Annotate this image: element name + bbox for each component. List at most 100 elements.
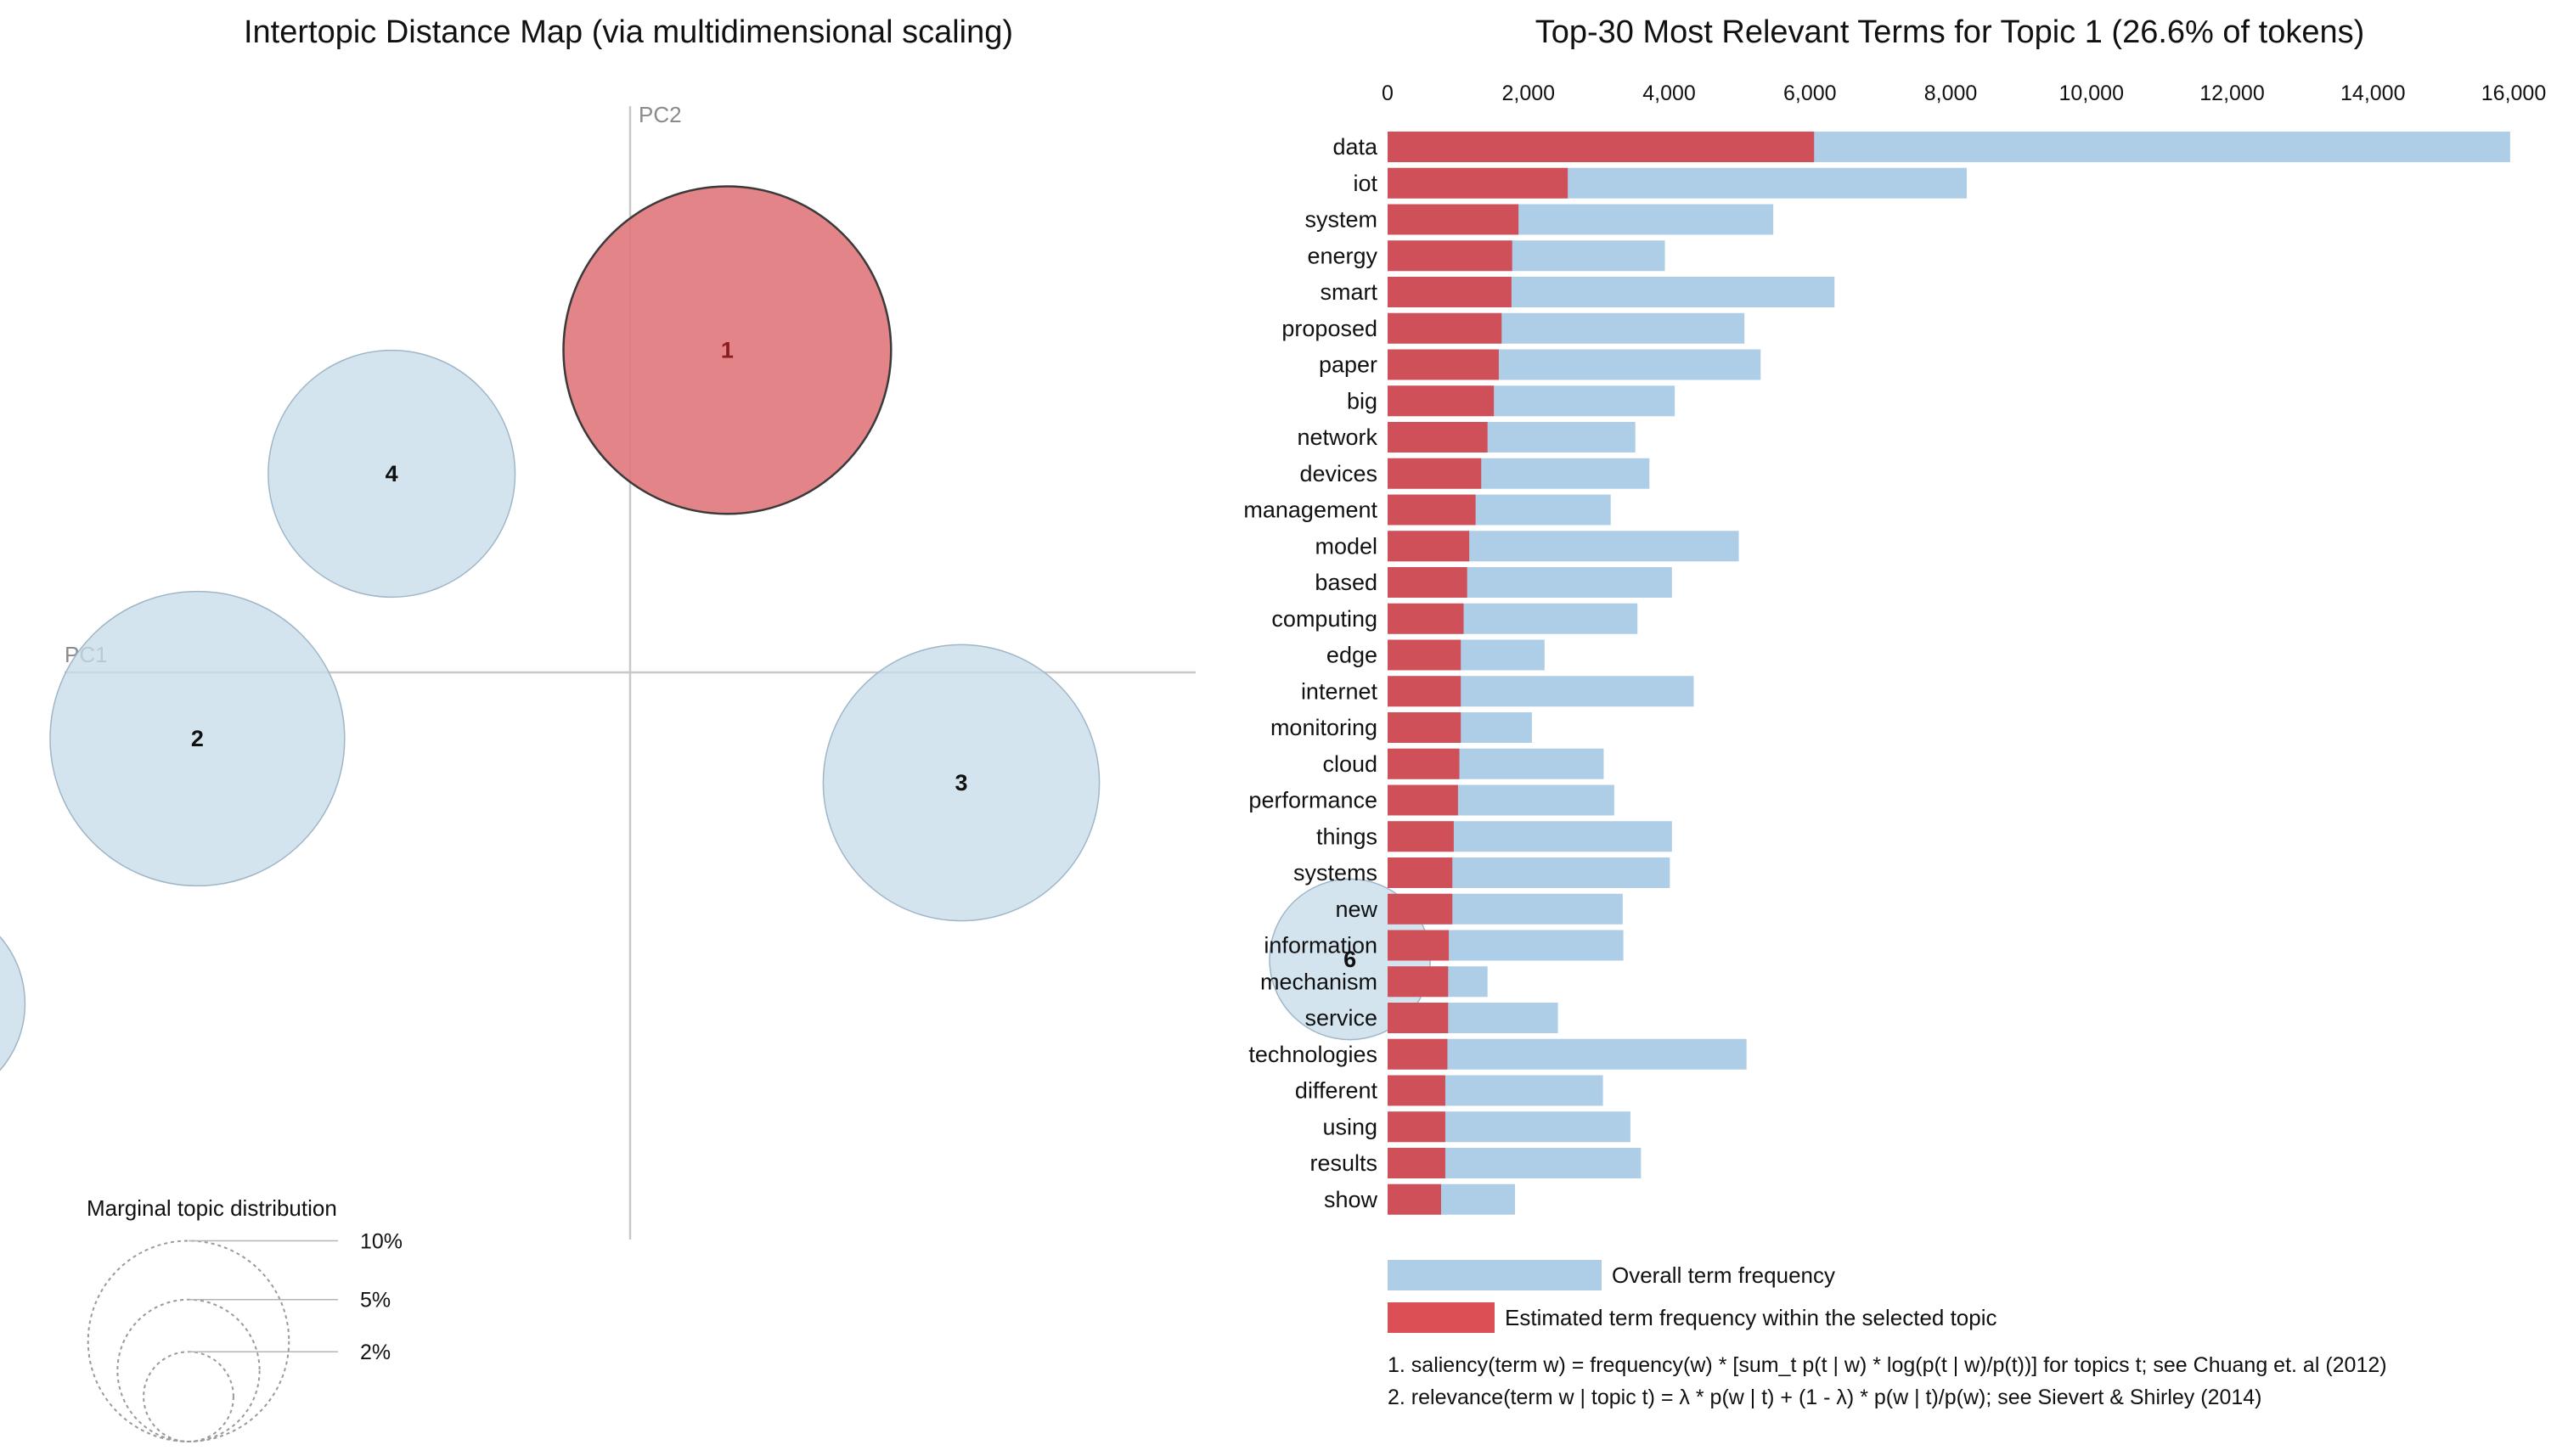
topic-bar-information[interactable] [1388,930,1450,961]
x-tick-label: 4,000 [1642,82,1696,105]
term-label-cloud[interactable]: cloud [1322,751,1377,777]
legend-overall-swatch [1388,1260,1602,1290]
topic-bar-things[interactable] [1388,821,1454,852]
marginal-legend-rings: 2% 5% 10% [87,1229,403,1443]
topic-bar-proposed[interactable] [1388,312,1502,344]
topic-bar-monitoring[interactable] [1388,712,1461,743]
x-tick-label: 10,000 [2059,82,2124,105]
topic-bar-management[interactable] [1388,494,1476,526]
term-label-data[interactable]: data [1332,134,1378,160]
topic-label-1: 1 [721,337,734,363]
intertopic-distance-map: Intertopic Distance Map (via multidimens… [0,14,1431,1443]
marginal-ring-label-5: 5% [360,1289,391,1313]
topic-bar-systems[interactable] [1388,857,1453,888]
topic-bar-smart[interactable] [1388,277,1512,307]
topic-bar-using[interactable] [1388,1111,1445,1143]
topic-labels: 123456 [191,337,1356,972]
topic-bar-different[interactable] [1388,1075,1445,1106]
term-label-computing[interactable]: computing [1271,606,1377,632]
x-tick-label: 12,000 [2199,82,2264,105]
term-label-paper[interactable]: paper [1319,352,1377,378]
topic-label-3: 3 [955,770,967,795]
term-label-proposed[interactable]: proposed [1281,316,1377,341]
marginal-topic-distribution-legend: Marginal topic distribution 2% 5% 10% [87,1195,403,1443]
term-label-mechanism[interactable]: mechanism [1260,969,1377,994]
topic-bar-new[interactable] [1388,893,1453,925]
bar-rows: data iot system energy smart proposed paper big… [1243,132,2510,1215]
term-label-information[interactable]: information [1264,933,1377,958]
term-label-system[interactable]: system [1304,207,1377,233]
topic-bar-cloud[interactable] [1388,748,1460,779]
topic-circle-5[interactable] [0,902,26,1105]
topic-circle-4[interactable] [268,349,516,599]
topic-bar-edge[interactable] [1388,639,1461,671]
term-label-iot[interactable]: iot [1353,171,1377,196]
topic-label-2: 2 [191,726,204,751]
topic-bar-iot[interactable] [1388,167,1568,199]
topic-circle-1[interactable] [562,185,893,515]
term-label-different[interactable]: different [1295,1078,1378,1104]
topic-bar-model[interactable] [1388,531,1470,562]
term-label-internet[interactable]: internet [1301,678,1378,704]
term-label-things[interactable]: things [1316,824,1377,849]
term-label-performance[interactable]: performance [1248,788,1377,813]
topic-bar-show[interactable] [1388,1183,1441,1215]
marginal-ring-10 [87,1240,290,1443]
topic-bar-data[interactable] [1388,132,1815,162]
topic-circle-2[interactable] [49,590,346,887]
topic-bar-network[interactable] [1388,422,1488,453]
topic-bar-mechanism[interactable] [1388,966,1449,998]
topic-bar-results[interactable] [1388,1148,1445,1178]
marginal-ring-label-10: 10% [360,1229,403,1253]
term-label-technologies[interactable]: technologies [1248,1042,1377,1067]
x-tick-label: 8,000 [1924,82,1978,105]
marginal-ring-label-2: 2% [360,1341,391,1364]
topic-bar-performance[interactable] [1388,784,1458,816]
legend-overall-label: Overall term frequency [1612,1262,1835,1288]
term-label-new[interactable]: new [1335,897,1377,922]
topic-bar-devices[interactable] [1388,458,1482,489]
topic-circle-3[interactable] [822,644,1101,922]
term-label-network[interactable]: network [1297,424,1377,450]
x-tick-label: 16,000 [2481,82,2546,105]
term-label-smart[interactable]: smart [1321,279,1378,305]
bar-chart-legend: Overall term frequency Estimated term fr… [1388,1260,1997,1333]
pc2-axis-label: PC2 [639,102,682,127]
marginal-legend-title: Marginal topic distribution [87,1195,337,1221]
bar-chart-title: Top-30 Most Relevant Terms for Topic 1 (… [1535,14,2365,50]
term-label-edge[interactable]: edge [1326,643,1377,668]
topic-bar-energy[interactable] [1388,240,1512,272]
topic-bar-technologies[interactable] [1388,1038,1448,1070]
term-label-big[interactable]: big [1347,388,1377,413]
term-label-model[interactable]: model [1315,533,1377,559]
term-label-monitoring[interactable]: monitoring [1270,715,1377,740]
legend-topic-label: Estimated term frequency within the sele… [1505,1305,1997,1330]
term-label-using[interactable]: using [1322,1114,1377,1139]
topic-bar-computing[interactable] [1388,603,1464,634]
x-tick-label: 2,000 [1501,82,1555,105]
legend-topic-swatch [1388,1302,1495,1333]
top-terms-bar-chart: Top-30 Most Relevant Terms for Topic 1 (… [1243,14,2546,1409]
bar-axis-ticks: 0 2,000 4,000 6,000 8,000 10,000 12,000 14,000 1… [1382,82,2546,105]
x-tick-label: 0 [1382,82,1394,105]
topic-label-6: 6 [1343,947,1356,972]
term-label-based[interactable]: based [1315,570,1377,595]
term-label-show[interactable]: show [1324,1187,1378,1212]
topic-bar-based[interactable] [1388,567,1467,598]
topic-bar-system[interactable] [1388,204,1519,235]
topic-bar-paper[interactable] [1388,349,1499,380]
term-label-devices[interactable]: devices [1299,461,1377,486]
footnote-saliency: 1. saliency(term w) = frequency(w) * [su… [1388,1353,2387,1377]
term-label-results[interactable]: results [1309,1150,1377,1176]
term-label-systems[interactable]: systems [1293,860,1377,885]
term-label-service[interactable]: service [1304,1005,1377,1031]
term-label-management[interactable]: management [1243,498,1377,523]
topic-circles [0,185,1431,1105]
topic-bar-service[interactable] [1388,1003,1449,1033]
x-tick-label: 6,000 [1783,82,1837,105]
map-title: Intertopic Distance Map (via multidimens… [244,14,1013,50]
topic-bar-internet[interactable] [1388,676,1461,707]
topic-bar-big[interactable] [1388,385,1495,417]
term-label-energy[interactable]: energy [1307,243,1377,268]
